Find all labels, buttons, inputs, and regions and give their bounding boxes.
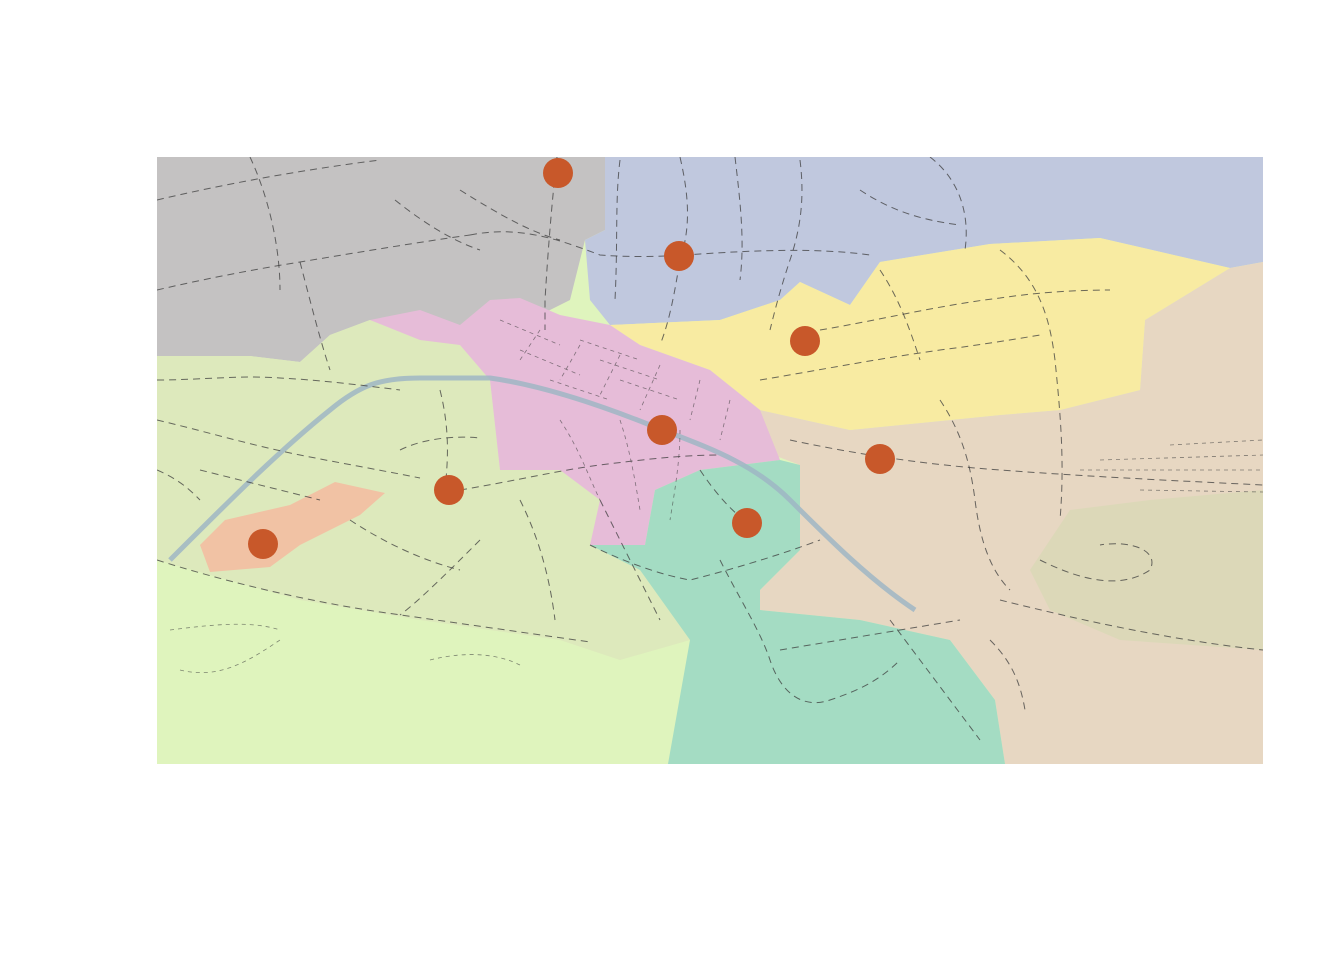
river — [168, 375, 917, 613]
zone-west — [157, 320, 690, 660]
point-marker — [664, 241, 694, 271]
map-panel — [157, 157, 1263, 764]
point-marker — [434, 475, 464, 505]
point-marker — [790, 326, 820, 356]
zone-south — [590, 460, 1005, 764]
zone-southwest-patch — [200, 482, 385, 572]
point-marker — [865, 444, 895, 474]
road-network — [157, 157, 1263, 741]
zone-southeast-patch — [1030, 490, 1263, 650]
points-layer — [248, 158, 895, 559]
point-marker — [543, 158, 573, 188]
zone-center — [370, 298, 780, 545]
zone-north — [585, 157, 1263, 325]
zone-northeast — [610, 238, 1230, 430]
point-marker — [647, 415, 677, 445]
point-marker — [732, 508, 762, 538]
point-marker — [248, 529, 278, 559]
